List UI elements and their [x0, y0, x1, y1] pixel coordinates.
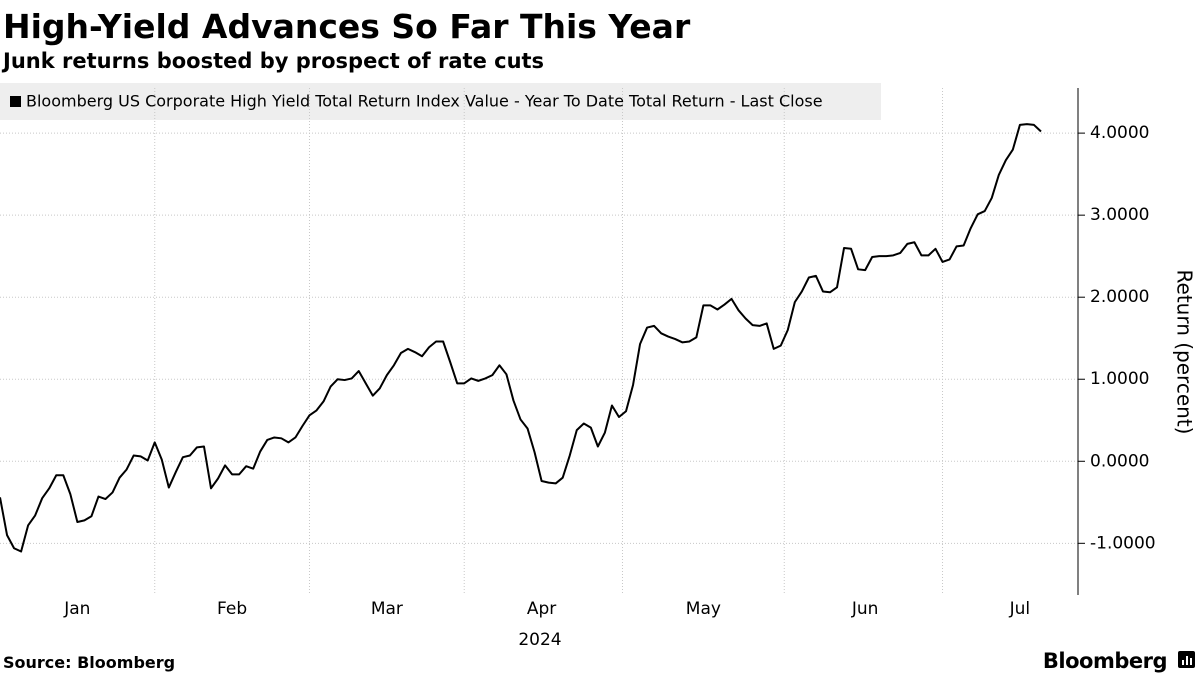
x-tick-label: Mar [371, 599, 403, 619]
chart-title: High-Yield Advances So Far This Year [3, 7, 691, 46]
x-tick-label: Apr [527, 599, 556, 619]
x-axis-label: 2024 [518, 630, 561, 650]
legend-box [0, 83, 881, 120]
y-tick-label: 3.0000 [1090, 205, 1149, 225]
y-tick-label: 0.0000 [1090, 451, 1149, 471]
y-tick-label: 1.0000 [1090, 369, 1149, 389]
chart-subtitle: Junk returns boosted by prospect of rate… [1, 49, 544, 73]
y-axis-label: Return (percent) [1173, 270, 1197, 435]
series-line [0, 123, 1042, 553]
x-tick-label: Jul [1009, 599, 1031, 619]
brand: Bloomberg [1043, 649, 1167, 673]
brand-icon [1178, 651, 1195, 668]
y-tick-label: 4.0000 [1090, 123, 1149, 143]
y-tick-label: -1.0000 [1090, 533, 1156, 553]
y-tick-label: 2.0000 [1090, 287, 1149, 307]
source: Source: Bloomberg [3, 653, 175, 672]
x-tick-label: Jun [851, 599, 879, 619]
x-tick-label: Jan [63, 599, 90, 619]
x-tick-label: Feb [217, 599, 247, 619]
legend-label: Bloomberg US Corporate High Yield Total … [26, 92, 823, 111]
legend-swatch [10, 96, 21, 107]
x-tick-label: May [686, 599, 721, 619]
